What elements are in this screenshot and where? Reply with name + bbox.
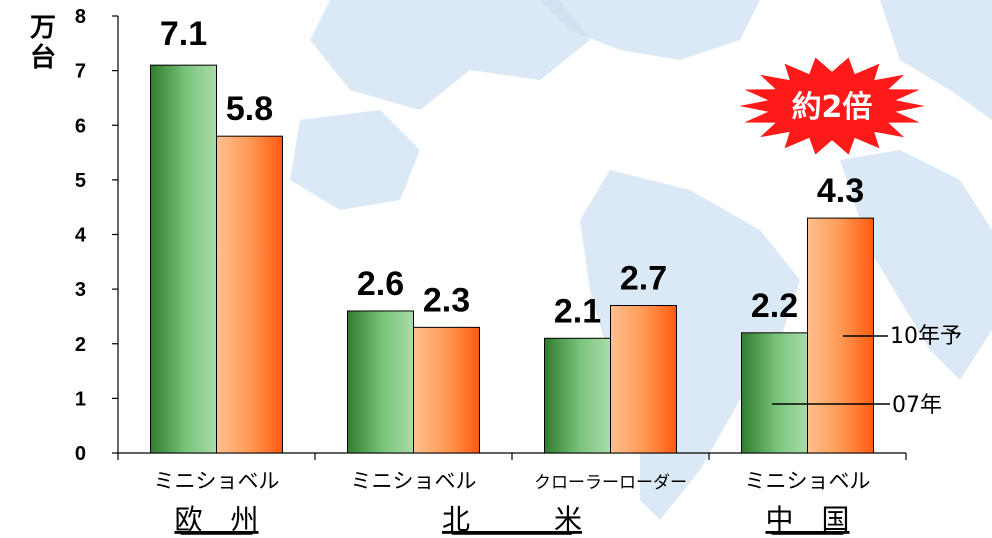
map-shape xyxy=(290,110,420,210)
y-tick-label: 5 xyxy=(75,170,86,192)
map-shape xyxy=(580,170,800,520)
unit-label: 万台 xyxy=(30,13,56,73)
bar-07-2 xyxy=(544,337,611,454)
value-label: 4.3 xyxy=(817,172,864,210)
y-tick-label: 4 xyxy=(75,225,87,247)
y-tick-label: 1 xyxy=(75,388,86,410)
about-double-badge-text: 約2倍 xyxy=(792,90,873,125)
bar-07-1 xyxy=(347,310,414,454)
y-tick-label: 0 xyxy=(75,443,86,465)
region-label: 欧 州 xyxy=(174,503,258,536)
region-labels: 欧 州北 米中 国 xyxy=(174,503,849,536)
map-shape xyxy=(310,0,590,110)
category-label: ミニショベル xyxy=(154,469,280,493)
legend-07-label: 07年 xyxy=(892,393,942,418)
map-shape xyxy=(540,0,760,60)
bar-10-2 xyxy=(610,305,677,454)
bar-10-1 xyxy=(413,326,480,454)
x-ticks xyxy=(117,453,907,460)
category-label: ミニショベル xyxy=(745,469,871,493)
value-label: 2.3 xyxy=(423,281,470,319)
value-label: 2.7 xyxy=(620,260,667,298)
y-ticks: 0 1 2 3 4 5 6 7 8 xyxy=(75,6,118,465)
value-label: 2.1 xyxy=(554,292,601,330)
map-shape xyxy=(880,0,992,120)
legend: 10年予 07年 xyxy=(772,324,962,418)
value-label: 2.6 xyxy=(357,265,404,303)
y-tick-label: 6 xyxy=(75,115,86,137)
bar-07-3 xyxy=(741,332,808,454)
y-tick-label: 7 xyxy=(75,61,86,83)
y-tick-label: 2 xyxy=(75,334,86,356)
y-tick-label: 8 xyxy=(75,6,86,28)
data-labels: 7.1 5.8 2.6 2.3 2.1 2.7 2.2 4.3 xyxy=(160,15,864,330)
bar-10-0 xyxy=(216,135,283,454)
value-label: 5.8 xyxy=(226,90,273,128)
about-double-badge: 約2倍 xyxy=(733,54,931,158)
region-label: 中 国 xyxy=(765,503,849,536)
value-label: 7.1 xyxy=(160,15,207,53)
bar-07-0 xyxy=(150,64,217,454)
world-map-background xyxy=(290,0,992,520)
bars xyxy=(150,64,874,454)
region-label: 北 米 xyxy=(442,503,582,536)
category-label: ミニショベル xyxy=(351,469,477,493)
legend-10-label: 10年予 xyxy=(890,324,962,349)
category-label: クローラーローダー xyxy=(534,473,687,493)
map-shape xyxy=(840,150,992,380)
y-tick-label: 3 xyxy=(75,279,86,301)
value-label: 2.2 xyxy=(751,287,798,325)
category-labels: ミニショベル ミニショベル クローラーローダー ミニショベル xyxy=(154,469,871,493)
